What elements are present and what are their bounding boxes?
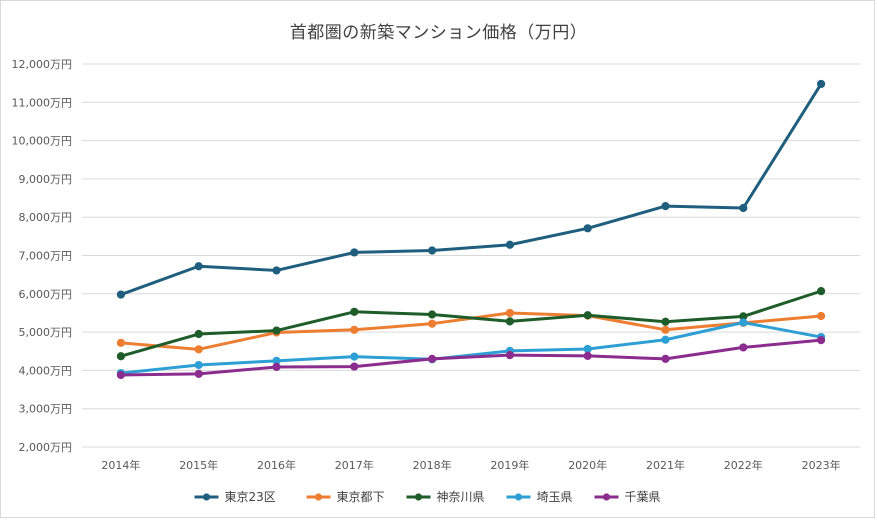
data-point — [661, 354, 670, 364]
y-tick-label: 5,000万円 — [19, 326, 73, 339]
y-tick-label: 2,000万円 — [19, 441, 73, 454]
series-line — [119, 321, 823, 375]
x-tick-label: 2014年 — [101, 458, 140, 472]
data-point — [661, 325, 670, 334]
data-point — [350, 325, 359, 334]
data-point — [583, 311, 592, 320]
series-2 — [116, 308, 826, 354]
legend-swatch-marker — [414, 493, 423, 501]
data-point — [505, 317, 514, 326]
series-5 — [116, 336, 826, 380]
legend-swatch-marker — [602, 493, 611, 501]
data-point — [583, 224, 592, 233]
data-point — [194, 360, 203, 370]
y-tick-label: 4,000万円 — [19, 364, 73, 377]
y-tick-label: 6,000万円 — [19, 288, 73, 301]
x-tick-label: 2019年 — [490, 458, 529, 472]
data-point — [428, 319, 437, 328]
y-tick-label: 7,000万円 — [19, 250, 73, 263]
legend-swatch-marker — [514, 493, 523, 501]
data-point — [739, 203, 748, 213]
data-point — [505, 308, 514, 318]
data-point — [272, 362, 281, 372]
y-tick-label: 11,000万円 — [12, 96, 73, 109]
legend: 東京23区 東京都下 神奈川県 埼玉県 千葉県 — [194, 490, 661, 504]
legend-item: 千葉県 — [594, 490, 661, 504]
legend-swatch-marker — [202, 493, 211, 501]
data-point — [194, 345, 203, 354]
data-point — [194, 329, 203, 339]
data-point — [817, 287, 826, 296]
data-point — [583, 351, 592, 360]
legend-label: 東京23区 — [225, 490, 276, 504]
series-line — [119, 338, 823, 377]
data-point — [350, 248, 359, 257]
x-tick-label: 2021年 — [646, 458, 685, 472]
data-point — [194, 262, 203, 271]
legend-item: 東京都下 — [306, 490, 385, 504]
x-tick-label: 2023年 — [802, 458, 841, 472]
y-tick-label: 12,000万円 — [12, 58, 73, 71]
x-tick-label: 2015年 — [179, 458, 218, 472]
legend-label: 千葉県 — [625, 490, 661, 504]
gridlines — [82, 63, 860, 448]
data-point — [116, 338, 126, 347]
data-point — [272, 266, 281, 275]
data-point — [739, 318, 748, 327]
data-point — [583, 344, 592, 354]
data-point — [739, 343, 748, 352]
x-tick-label: 2018年 — [413, 458, 452, 472]
legend-item: 神奈川県 — [406, 490, 485, 504]
data-point — [817, 311, 826, 321]
series-lines — [116, 79, 826, 380]
x-tick-label: 2022年 — [724, 458, 763, 472]
legend-item: 東京23区 — [194, 490, 276, 504]
data-point — [116, 352, 126, 361]
y-tick-label: 10,000万円 — [12, 135, 73, 148]
data-point — [116, 290, 126, 299]
data-point — [428, 246, 437, 255]
data-point — [428, 354, 437, 364]
data-point — [505, 350, 514, 360]
series-1 — [116, 79, 826, 299]
x-tick-label: 2020年 — [568, 458, 607, 472]
data-point — [194, 369, 203, 378]
data-point — [661, 335, 670, 344]
data-point — [116, 370, 126, 380]
data-point — [350, 362, 359, 371]
y-tick-label: 8,000万円 — [19, 211, 73, 224]
legend-label: 東京都下 — [337, 490, 385, 504]
x-tick-label: 2017年 — [335, 458, 374, 472]
data-point — [817, 79, 826, 89]
chart-title: 首都圏の新築マンション価格（万円） — [289, 23, 588, 43]
x-tick-label: 2016年 — [257, 458, 296, 472]
y-tick-label: 9,000万円 — [19, 173, 73, 186]
data-point — [428, 310, 437, 319]
x-axis-tick-labels: 2014年 2015年 2016年 2017年 2018年 2019年 2020年 2021年… — [101, 458, 840, 472]
series-3 — [116, 287, 826, 361]
data-point — [661, 317, 670, 326]
legend-item: 埼玉県 — [506, 490, 573, 504]
data-point — [350, 352, 359, 361]
y-tick-label: 3,000万円 — [19, 403, 73, 416]
legend-label: 神奈川県 — [437, 490, 485, 504]
series-4 — [116, 318, 826, 378]
legend-label: 埼玉県 — [537, 490, 573, 504]
data-point — [661, 201, 670, 211]
y-axis-tick-labels: 2,000万円 3,000万円 4,000万円 5,000万円 6,000万円 7,000… — [12, 58, 73, 454]
data-point — [505, 240, 514, 249]
data-point — [817, 336, 826, 345]
data-point — [350, 307, 359, 316]
data-point — [272, 326, 281, 335]
series-line — [119, 82, 823, 297]
legend-swatch-marker — [314, 493, 323, 501]
series-line — [119, 289, 823, 358]
